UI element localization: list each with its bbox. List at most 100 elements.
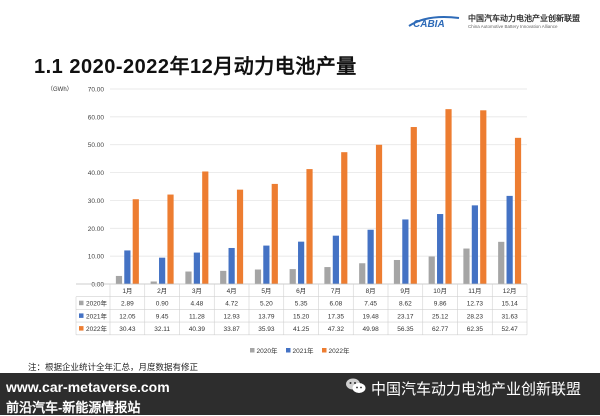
wechat-icon xyxy=(346,378,366,393)
legend-entry: 2022年 xyxy=(329,346,350,355)
bar-0-8 xyxy=(393,259,401,284)
y-tick-label: 30.00 xyxy=(88,198,105,205)
table-cell: 4.72 xyxy=(225,301,238,308)
table-cell: 12.93 xyxy=(223,313,240,320)
bar-1-5 xyxy=(298,241,305,284)
y-tick-label: 60.00 xyxy=(88,114,105,121)
legend-swatch xyxy=(250,348,255,353)
bar-2-2 xyxy=(202,171,209,284)
table-series-name: 2020年 xyxy=(86,299,107,308)
bar-2-0 xyxy=(132,199,139,284)
production-chart: 0.0010.0020.0030.0040.0050.0060.0070.00 … xyxy=(75,87,528,355)
bar-2-9 xyxy=(445,109,452,284)
watermark-text: 中国汽车动力电池产业创新联盟 xyxy=(371,381,582,398)
bar-1-0 xyxy=(124,250,131,284)
y-tick-label: 10.00 xyxy=(88,254,105,261)
logo-text: CABIA xyxy=(413,19,445,30)
legend-entry: 2020年 xyxy=(257,346,278,355)
header-bar: CABIA 中国汽车动力电池产业创新联盟 China Automotive Ba… xyxy=(0,0,600,40)
table-cell: 2.89 xyxy=(121,301,134,308)
y-tick-label: 40.00 xyxy=(88,170,105,177)
table-cell: 15.20 xyxy=(293,313,310,320)
bar-2-4 xyxy=(271,183,278,284)
bar-2-3 xyxy=(236,189,244,284)
table-cell: 33.87 xyxy=(223,326,240,333)
bar-1-1 xyxy=(159,257,166,284)
bar-0-4 xyxy=(254,269,262,284)
page-title: 1.1 2020-2022年12月动力电池产量 xyxy=(34,56,357,78)
x-tick-label: 2月 xyxy=(157,287,167,295)
table-legend-swatch xyxy=(79,326,84,331)
slogan-text: 前沿汽车-新能源情报站 xyxy=(6,400,141,415)
x-tick-label: 9月 xyxy=(400,287,410,295)
y-tick-labels: 0.00 10.00 20.00 30.00 40.00 50.00 60.00 70.00 xyxy=(88,87,105,289)
bar-2-7 xyxy=(375,144,383,284)
table-cell: 32.11 xyxy=(154,326,170,333)
x-tick-label: 1月 xyxy=(122,287,132,295)
bar-1-11 xyxy=(506,195,513,284)
legend-swatch xyxy=(322,348,327,353)
x-tick-label: 4月 xyxy=(227,287,237,295)
bar-0-2 xyxy=(185,271,192,284)
table-cell: 13.79 xyxy=(258,313,275,320)
table-cell: 30.43 xyxy=(119,326,136,333)
bar-1-6 xyxy=(332,235,339,284)
table-cell: 47.32 xyxy=(328,326,345,333)
table-cell: 11.28 xyxy=(189,313,205,320)
bar-1-3 xyxy=(228,247,235,284)
table-cell: 35.93 xyxy=(258,326,275,333)
legend-swatch xyxy=(286,348,291,353)
table-cell: 4.48 xyxy=(191,301,204,308)
x-tick-label: 11月 xyxy=(468,287,481,295)
bar-1-2 xyxy=(193,252,200,284)
table-cell: 15.14 xyxy=(501,301,518,308)
legend-entry: 2021年 xyxy=(293,346,314,355)
x-tick-label: 5月 xyxy=(261,287,271,295)
x-tick-label: 6月 xyxy=(296,287,306,295)
y-tick-label: 0.00 xyxy=(91,282,104,289)
table-cell: 9.45 xyxy=(156,313,169,320)
bar-0-0 xyxy=(115,275,123,284)
x-tick-label: 7月 xyxy=(331,287,341,295)
table-cell: 25.12 xyxy=(432,313,449,320)
y-tick-label: 20.00 xyxy=(88,226,105,233)
table-legend-swatch xyxy=(79,300,84,306)
bar-0-5 xyxy=(289,269,296,284)
table-series-name: 2022年 xyxy=(86,324,107,333)
x-tick-label: 8月 xyxy=(366,287,376,295)
table-cell: 7.45 xyxy=(364,301,377,308)
table-cell: 19.48 xyxy=(362,313,379,320)
website-url: www.car-metaverse.com xyxy=(6,379,170,395)
bar-1-8 xyxy=(402,219,409,284)
grid-lines xyxy=(110,88,527,257)
bars xyxy=(115,109,522,285)
bar-0-6 xyxy=(324,267,331,284)
y-tick-label: 50.00 xyxy=(88,142,105,149)
table-legend-swatch xyxy=(79,313,84,318)
bar-1-7 xyxy=(367,229,374,284)
table-cell: 17.35 xyxy=(328,313,345,320)
table-cell: 8.62 xyxy=(399,301,412,308)
bar-0-11 xyxy=(498,241,505,284)
legend: 2020年 2021年 2022年 xyxy=(250,346,350,355)
bar-1-9 xyxy=(437,214,444,284)
bar-0-9 xyxy=(428,256,435,284)
table-cell: 49.98 xyxy=(362,326,379,333)
x-tick-label: 12月 xyxy=(503,287,517,295)
table-cell: 40.39 xyxy=(189,326,206,333)
y-axis-unit: （GWh） xyxy=(47,87,73,93)
table-cell: 62.35 xyxy=(467,326,484,333)
org-name-en: China Automotive Battery Innovation Alli… xyxy=(468,24,558,29)
table-cell: 9.86 xyxy=(434,301,447,308)
table-cell: 41.25 xyxy=(293,326,310,333)
table-cell: 6.08 xyxy=(330,301,343,308)
table-cell: 23.17 xyxy=(397,313,414,320)
table-cell: 62.77 xyxy=(432,326,449,333)
bar-2-6 xyxy=(341,152,348,284)
org-name-zh: 中国汽车动力电池产业创新联盟 xyxy=(468,14,580,23)
table-cell: 5.20 xyxy=(260,301,273,308)
y-tick-label: 70.00 xyxy=(88,87,105,94)
table-cell: 12.05 xyxy=(119,313,136,320)
bar-0-3 xyxy=(220,270,227,284)
footer-bar xyxy=(0,373,600,415)
